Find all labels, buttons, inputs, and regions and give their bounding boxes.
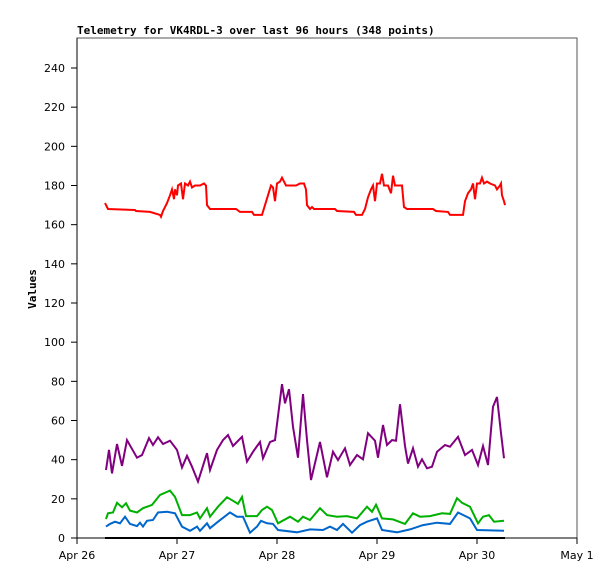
series-lines bbox=[104, 173, 506, 539]
y-tick-label: 160 bbox=[44, 219, 65, 232]
x-tick-label: Apr 28 bbox=[259, 549, 296, 562]
y-tick-label: 80 bbox=[51, 375, 65, 388]
y-tick-label: 40 bbox=[51, 454, 65, 467]
y-tick-label: 120 bbox=[44, 297, 65, 310]
x-tick-label: Apr 29 bbox=[359, 549, 396, 562]
plot-frame bbox=[76, 37, 578, 539]
y-tick-label: 60 bbox=[51, 415, 65, 428]
series-line-red bbox=[104, 173, 506, 220]
x-tick-label: Apr 26 bbox=[59, 549, 96, 562]
y-tick-label: 0 bbox=[58, 532, 65, 545]
x-tick-label: Apr 27 bbox=[159, 549, 196, 562]
y-tick-label: 20 bbox=[51, 493, 65, 506]
series-line-green bbox=[105, 489, 505, 526]
series-line-purple bbox=[105, 383, 505, 485]
series-line-blue bbox=[105, 510, 505, 535]
y-axis-label: Values bbox=[26, 269, 39, 309]
y-tick-label: 140 bbox=[44, 258, 65, 271]
y-ticks: 0 20 40 60 80 100 120 140 160 180 200 220 240 bbox=[44, 62, 77, 545]
x-tick-label: Apr 30 bbox=[459, 549, 496, 562]
y-tick-label: 100 bbox=[44, 336, 65, 349]
x-ticks: Apr 26 Apr 27 Apr 28 Apr 29 Apr 30 May 1 bbox=[59, 538, 594, 562]
x-tick-label: May 1 bbox=[560, 549, 593, 562]
y-tick-label: 200 bbox=[44, 140, 65, 153]
chart-title: Telemetry for VK4RDL-3 over last 96 hour… bbox=[77, 24, 435, 37]
y-tick-label: 240 bbox=[44, 62, 65, 75]
y-tick-label: 180 bbox=[44, 180, 65, 193]
y-tick-label: 220 bbox=[44, 101, 65, 114]
